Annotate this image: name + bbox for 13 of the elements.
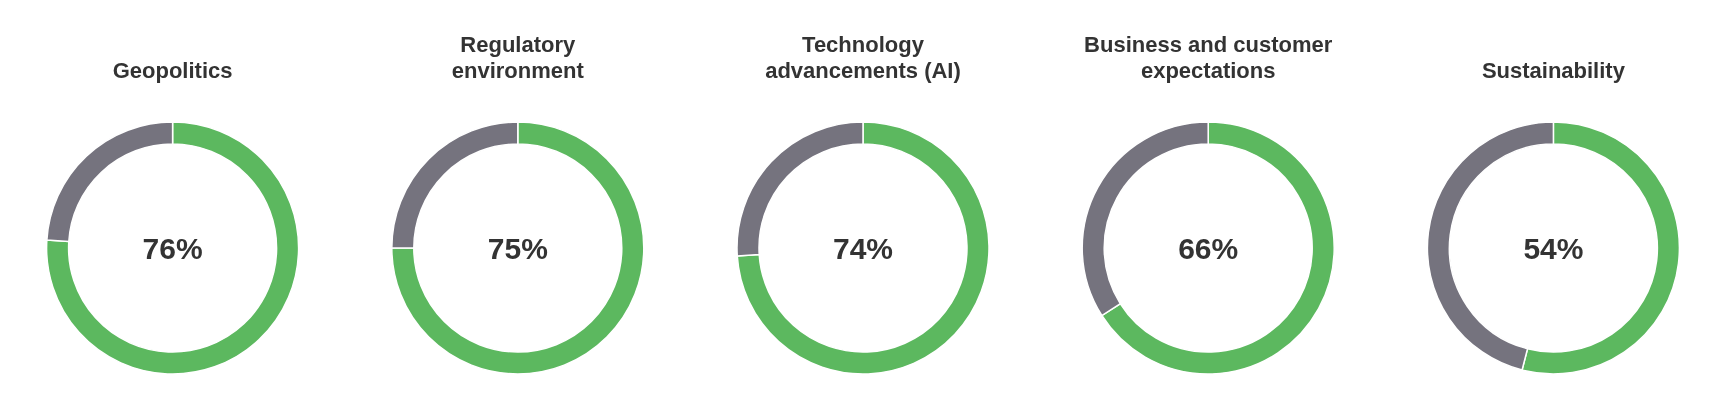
text: 76%: [142, 231, 203, 265]
chart-title: Regulatory environment: [451, 32, 585, 83]
text: 66%: [1178, 231, 1239, 265]
text: 75%: [487, 231, 548, 265]
chart-title: Business and customer expectations: [1084, 32, 1333, 83]
donut-slice: [46, 121, 300, 375]
chart-title: Sustainability: [1481, 58, 1626, 83]
chart-title: Technology advancements (AI): [765, 32, 961, 83]
donut-slice: [736, 121, 990, 375]
chart-title: Geopolitics: [112, 58, 233, 83]
donut-slice: [391, 121, 645, 375]
text: 54%: [1523, 231, 1584, 265]
text: 74%: [832, 231, 894, 265]
